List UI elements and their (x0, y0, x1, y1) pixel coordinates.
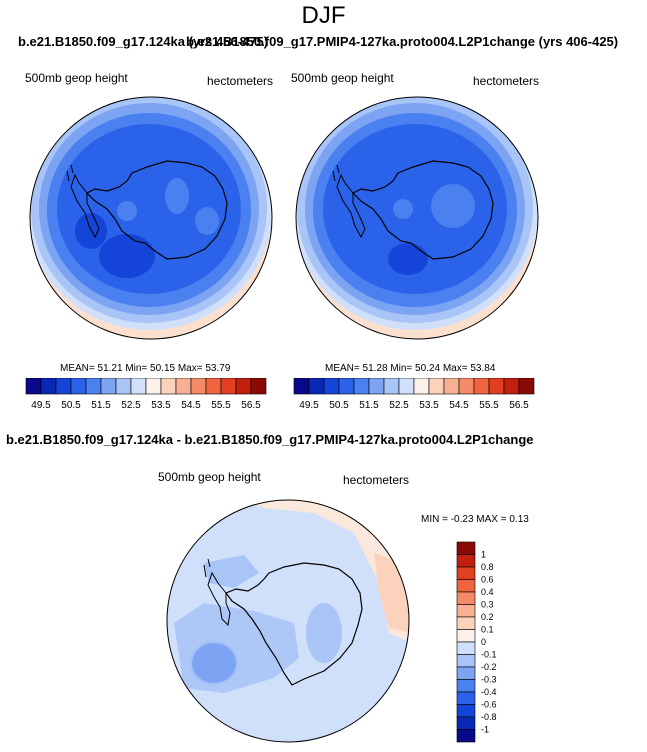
left-colorbar: 49.5 50.5 51.5 52.5 53.5 54.5 55.5 56.5 (25, 378, 267, 411)
right-colorbar-swatch (458, 378, 475, 395)
right-units-label: hectometers (473, 74, 540, 88)
diff-variable-label: 500mb geop height (158, 470, 261, 484)
left-stats: MEAN= 51.21 Min= 50.15 Max= 53.79 (60, 363, 231, 374)
diff-colorbar-swatch (456, 716, 476, 730)
diff-colorbar-tick-label: 0.1 (481, 625, 494, 635)
left-colorbar-swatch (250, 378, 267, 395)
right-colorbar-tick-label: 51.5 (359, 400, 379, 411)
right-colorbar-swatch (428, 378, 445, 395)
diff-colorbar-tick-label: 0.3 (481, 600, 494, 610)
diff-colorbar-swatch (456, 591, 476, 605)
diff-colorbar-swatch (456, 541, 476, 555)
right-colorbar-swatch (503, 378, 520, 395)
diff-colorbar-tick-label: 0.6 (481, 575, 494, 585)
diff-colorbar-swatch (456, 679, 476, 693)
left-colorbar-swatch (85, 378, 102, 395)
diff-colorbar-swatch (456, 616, 476, 630)
left-colorbar-swatch (100, 378, 117, 395)
right-colorbar-tick-label: 49.5 (299, 400, 319, 411)
left-colorbar-swatch (40, 378, 57, 395)
diff-panel-header: b.e21.B1850.f09_g17.124ka - b.e21.B1850.… (6, 432, 534, 447)
diff-colorbar-swatch (456, 666, 476, 680)
diff-colorbar-tick-label: 0.4 (481, 587, 494, 597)
left-colorbar-tick-label: 56.5 (241, 400, 261, 411)
diff-colorbar-tick-label: 0.8 (481, 562, 494, 572)
diff-colorbar-swatch (456, 704, 476, 718)
left-colorbar-swatch (160, 378, 177, 395)
right-colorbar-swatch (443, 378, 460, 395)
diff-units-label: hectometers (343, 473, 410, 487)
left-colorbar-swatch (145, 378, 162, 395)
right-colorbar-swatch (353, 378, 370, 395)
right-colorbar-swatch (398, 378, 415, 395)
left-colorbar-swatch (235, 378, 252, 395)
diff-colorbar-tick-label: -0.8 (481, 712, 497, 722)
diff-colorbar-swatch (456, 579, 476, 593)
left-map (29, 96, 273, 340)
diff-stats: MIN = -0.23 MAX = 0.13 (421, 514, 529, 525)
right-colorbar-swatch (368, 378, 385, 395)
right-colorbar-tick-label: 52.5 (389, 400, 409, 411)
right-colorbar-swatch (518, 378, 535, 395)
diff-colorbar-tick-label: -0.6 (481, 700, 497, 710)
diff-colorbar-tick-label: -0.1 (481, 650, 497, 660)
right-colorbar-tick-label: 56.5 (509, 400, 529, 411)
right-colorbar-swatch (488, 378, 505, 395)
diff-colorbar-tick-label: -0.2 (481, 662, 497, 672)
right-variable-label: 500mb geop height (291, 71, 394, 85)
left-colorbar-swatch (220, 378, 237, 395)
diff-map (166, 499, 410, 743)
right-colorbar-swatch (473, 378, 490, 395)
left-colorbar-swatch (55, 378, 72, 395)
left-panel-header: b.e21.B1850.f09_g17.124ka (yrs 456-475) (18, 34, 269, 49)
diff-colorbar-tick-label: 0.2 (481, 612, 494, 622)
right-colorbar-tick-label: 55.5 (479, 400, 499, 411)
left-colorbar-swatch (25, 378, 42, 395)
left-colorbar-tick-label: 52.5 (121, 400, 141, 411)
left-colorbar-tick-label: 50.5 (61, 400, 81, 411)
left-colorbar-tick-label: 51.5 (91, 400, 111, 411)
diff-colorbar-swatch (456, 629, 476, 643)
diff-colorbar-tick-label: -1 (481, 725, 489, 735)
left-colorbar-swatch (190, 378, 207, 395)
diff-colorbar-swatch (456, 554, 476, 568)
left-colorbar-swatch (205, 378, 222, 395)
right-colorbar-tick-label: 53.5 (419, 400, 439, 411)
right-colorbar-tick-label: 54.5 (449, 400, 469, 411)
diff-colorbar-swatch (456, 691, 476, 705)
left-colorbar-swatch (115, 378, 132, 395)
diff-colorbar-swatch (456, 604, 476, 618)
right-colorbar-swatch (338, 378, 355, 395)
diff-colorbar-tick-label: -0.4 (481, 687, 497, 697)
diff-colorbar-tick-label: 0 (481, 637, 486, 647)
left-colorbar-tick-label: 49.5 (31, 400, 51, 411)
left-colorbar-swatch (70, 378, 87, 395)
right-map (295, 96, 539, 340)
right-panel-header: b.e21.B1850.f09_g17.PMIP4-127ka.proto004… (186, 34, 619, 49)
left-variable-label: 500mb geop height (25, 71, 128, 85)
diff-colorbar: 1 0.8 0.6 0.4 0.3 0.2 0.1 0 -0.1 -0.2 -0.3 -0.4 -0.6… (456, 541, 497, 743)
right-colorbar: 49.5 50.5 51.5 52.5 53.5 54.5 55.5 56.5 (293, 378, 535, 411)
left-colorbar-tick-label: 53.5 (151, 400, 171, 411)
left-colorbar-swatch (130, 378, 147, 395)
diff-colorbar-swatch (456, 654, 476, 668)
right-colorbar-swatch (323, 378, 340, 395)
right-colorbar-swatch (383, 378, 400, 395)
diff-colorbar-swatch (456, 566, 476, 580)
right-colorbar-swatch (308, 378, 325, 395)
left-colorbar-swatch (175, 378, 192, 395)
right-stats: MEAN= 51.28 Min= 50.24 Max= 53.84 (325, 363, 496, 374)
diff-colorbar-swatch (456, 729, 476, 743)
left-colorbar-tick-label: 55.5 (211, 400, 231, 411)
left-colorbar-tick-label: 54.5 (181, 400, 201, 411)
diff-colorbar-tick-label: -0.3 (481, 675, 497, 685)
left-units-label: hectometers (207, 74, 274, 88)
right-colorbar-swatch (293, 378, 310, 395)
diff-colorbar-tick-label: 1 (481, 550, 486, 560)
right-colorbar-tick-label: 50.5 (329, 400, 349, 411)
page-title: DJF (301, 2, 346, 29)
diff-colorbar-swatch (456, 641, 476, 655)
right-colorbar-swatch (413, 378, 430, 395)
